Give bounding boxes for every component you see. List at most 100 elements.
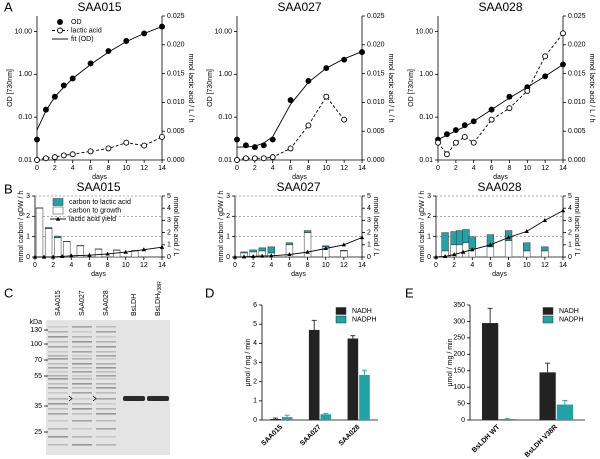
chart-title: SAA027 [276,180,320,194]
chart-title: SAA028 [477,180,521,194]
gel-band [96,326,116,328]
bar [54,237,62,258]
y-tick-label: 150 [453,368,465,375]
error-bar [284,414,290,418]
series-line [36,136,163,161]
lane-label: BsLDH [131,294,138,316]
y-tick-label: 3 [26,193,30,200]
gel-band [72,331,92,333]
gel-band [96,387,116,389]
x-tick-label: SAA027 [299,424,323,448]
marker [123,249,128,254]
y-tick-label: 5 [253,321,257,328]
x-tick-label: 12 [140,262,148,269]
x-tick-label: 6 [289,165,293,172]
bar [35,207,44,258]
marker [488,116,495,123]
y-tick-label: 0.01 [218,157,232,164]
legend-label: lactic acid [71,27,102,34]
marker [87,252,92,257]
x-axis-label: days [292,174,307,181]
y-tick-label: 3 [427,193,431,200]
bar [556,404,573,420]
gel-band [48,351,68,353]
gel-band [96,436,116,438]
legend-swatch [52,198,64,206]
series-line [237,51,363,148]
x-axis-label: days [492,271,507,278]
gel-band [96,371,116,373]
marker [234,157,240,163]
gel-band [72,387,92,389]
y2-axis-label: mmol lactic acid / L [172,197,179,257]
bar [249,249,257,253]
marker [269,253,274,258]
marker [287,252,292,257]
panel-label: E [405,285,414,300]
gel-band [72,375,92,377]
x-axis-label: days [291,271,306,278]
y-tick-label: 2 [253,379,257,386]
marker [87,60,94,67]
gel-band [72,428,92,430]
marker [451,252,457,257]
y2-tick-label: 2 [167,229,171,236]
gel-band [72,371,92,373]
y-axis-label: OD [730nm] [7,69,14,107]
gel-band [96,408,116,410]
marker [323,93,330,100]
marker [34,157,40,163]
legend-label: fit (OD) [71,36,94,43]
x-tick-label: 0 [233,262,237,269]
y-axis-label: OD [730nm] [207,69,214,107]
bar [468,236,476,250]
marker [60,152,67,159]
marker [452,139,459,146]
y2-tick-label: 0 [367,254,371,261]
y2-axis-label: mmol lactic acid / L [573,197,580,257]
y-tick-label: 1.00 [218,71,232,78]
bar [504,240,513,258]
bar [308,329,320,420]
y2-tick-label: 0.015 [568,70,586,77]
bar [285,242,294,246]
bar [54,235,62,238]
y-tick-label: 0.10 [18,114,32,121]
x-tick-label: 12 [340,262,348,269]
x-tick-label: 10 [322,165,330,172]
bar [523,250,531,258]
legend-label: NADH [352,308,372,315]
y2-tick-label: 0 [167,254,171,261]
x-tick-label: 2 [452,262,456,269]
legend-swatch [52,206,64,215]
x-tick-label: 10 [122,165,130,172]
bar [258,247,266,252]
marker [51,154,58,161]
bar [94,249,103,258]
marker [232,254,238,259]
error-bar [545,362,551,373]
bar [482,323,499,420]
marker [542,53,549,60]
y-axis-label: OD [730nm] [408,69,415,107]
gel-band [96,355,116,357]
y2-tick-label: 0.015 [367,70,385,77]
marker [60,82,67,89]
error-bar [311,319,317,330]
gel-band [72,392,92,394]
y2-tick-label: 2 [568,229,572,236]
y-tick-label: 0.01 [419,157,433,164]
gel-band [72,420,92,422]
marker [159,134,165,140]
gel-band [72,355,92,357]
y-tick-label: 10.00 [415,28,433,35]
y2-tick-label: 0.025 [367,13,385,20]
marker [433,254,439,259]
x-tick-label: 10 [122,262,130,269]
marker [435,139,441,146]
marker [105,145,112,152]
marker [251,155,258,162]
marker [560,61,566,68]
y-tick-label: 4 [253,340,257,347]
x-tick-label: 14 [358,165,366,172]
